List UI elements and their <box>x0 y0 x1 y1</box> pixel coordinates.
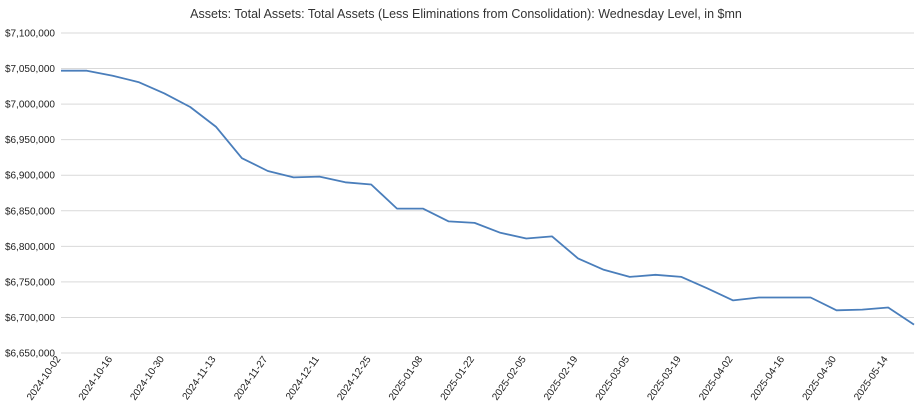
y-tick-label: $6,950,000 <box>5 135 55 146</box>
x-tick-label: 2024-10-02 <box>25 354 64 403</box>
x-tick-label: 2025-01-08 <box>387 354 426 403</box>
y-tick-label: $6,650,000 <box>5 349 55 360</box>
y-tick-label: $6,900,000 <box>5 171 55 182</box>
x-tick-label: 2025-04-30 <box>801 354 840 403</box>
chart-title: Assets: Total Assets: Total Assets (Less… <box>190 7 742 21</box>
x-tick-label: 2025-02-19 <box>542 354 581 403</box>
x-tick-label: 2024-11-27 <box>232 354 270 402</box>
series-line <box>61 69 915 326</box>
x-axis-ticks: 2024-10-02 2024-10-16 2024-10-30 2024-11-13… <box>25 354 891 403</box>
x-tick-label: 2025-05-14 <box>852 354 891 403</box>
x-tick-label: 2025-01-22 <box>439 354 478 403</box>
x-tick-label: 2024-12-11 <box>284 354 322 402</box>
x-tick-label: 2024-11-13 <box>181 354 219 402</box>
series-layer <box>61 69 915 326</box>
x-tick-label: 2024-12-25 <box>335 354 374 403</box>
y-tick-label: $7,000,000 <box>5 100 55 111</box>
y-tick-label: $6,850,000 <box>5 206 55 217</box>
x-tick-label: 2025-03-19 <box>645 354 684 403</box>
x-tick-label: 2024-10-16 <box>77 354 116 403</box>
y-tick-label: $6,750,000 <box>5 277 55 288</box>
x-tick-label: 2025-03-05 <box>594 354 633 403</box>
gridlines <box>61 32 914 354</box>
y-tick-label: $7,100,000 <box>5 29 55 40</box>
x-tick-label: 2025-04-16 <box>749 354 788 403</box>
x-tick-label: 2025-02-05 <box>490 354 529 403</box>
x-tick-label: 2025-04-02 <box>697 354 736 403</box>
x-tick-label: 2024-10-30 <box>128 354 167 403</box>
y-axis-ticks: $6,650,000 $6,700,000 $6,750,000 $6,800,000… <box>5 29 55 360</box>
y-tick-label: $7,050,000 <box>5 64 55 75</box>
y-tick-label: $6,800,000 <box>5 242 55 253</box>
y-tick-label: $6,700,000 <box>5 313 55 324</box>
